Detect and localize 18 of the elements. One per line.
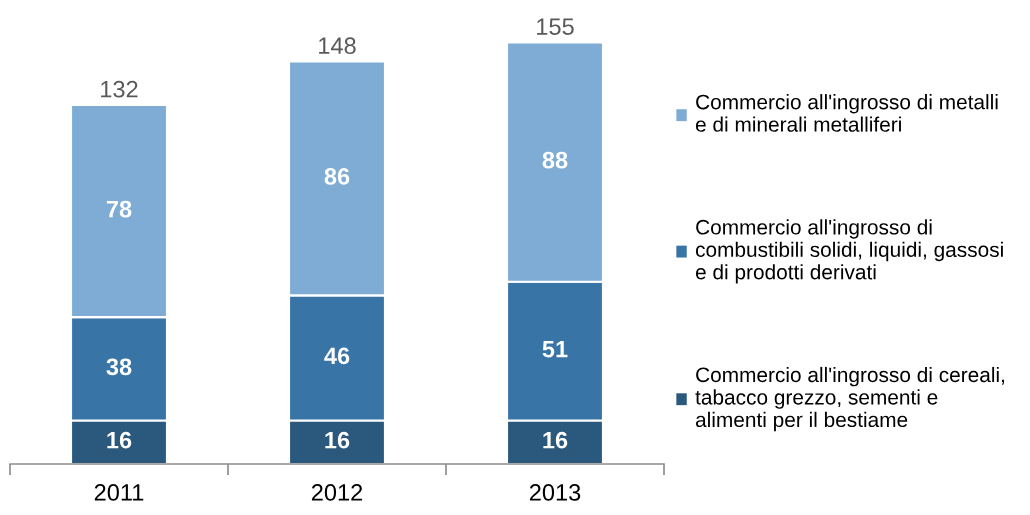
data-label: 38 bbox=[106, 358, 132, 376]
x-tick-label: 2012 bbox=[311, 484, 363, 501]
data-label: 46 bbox=[324, 347, 350, 365]
x-tick-label: 2013 bbox=[529, 484, 581, 501]
data-label: 16 bbox=[543, 431, 568, 449]
data-label: 86 bbox=[324, 168, 350, 185]
legend-label: Commercio all'ingrosso di combustibili solidi, liquidi, gassosi e di prodotti derivati bbox=[695, 219, 1003, 284]
x-tick-label: 2011 bbox=[94, 484, 144, 501]
total-label: 132 bbox=[101, 80, 138, 98]
total-label: 155 bbox=[537, 18, 574, 36]
data-label: 16 bbox=[325, 431, 350, 449]
data-label: 16 bbox=[107, 431, 132, 449]
legend-label: Commercio all'ingrosso di metalli e di minerali metalliferi bbox=[695, 94, 998, 132]
data-label: 78 bbox=[106, 200, 132, 218]
data-label: 51 bbox=[542, 341, 568, 358]
data-label: 88 bbox=[542, 151, 568, 169]
total-label: 148 bbox=[319, 37, 356, 55]
legend-label: Commercio all'ingrosso di cereali, tabacco grezzo, sementi e alimenti per il bestiame bbox=[695, 366, 1005, 432]
